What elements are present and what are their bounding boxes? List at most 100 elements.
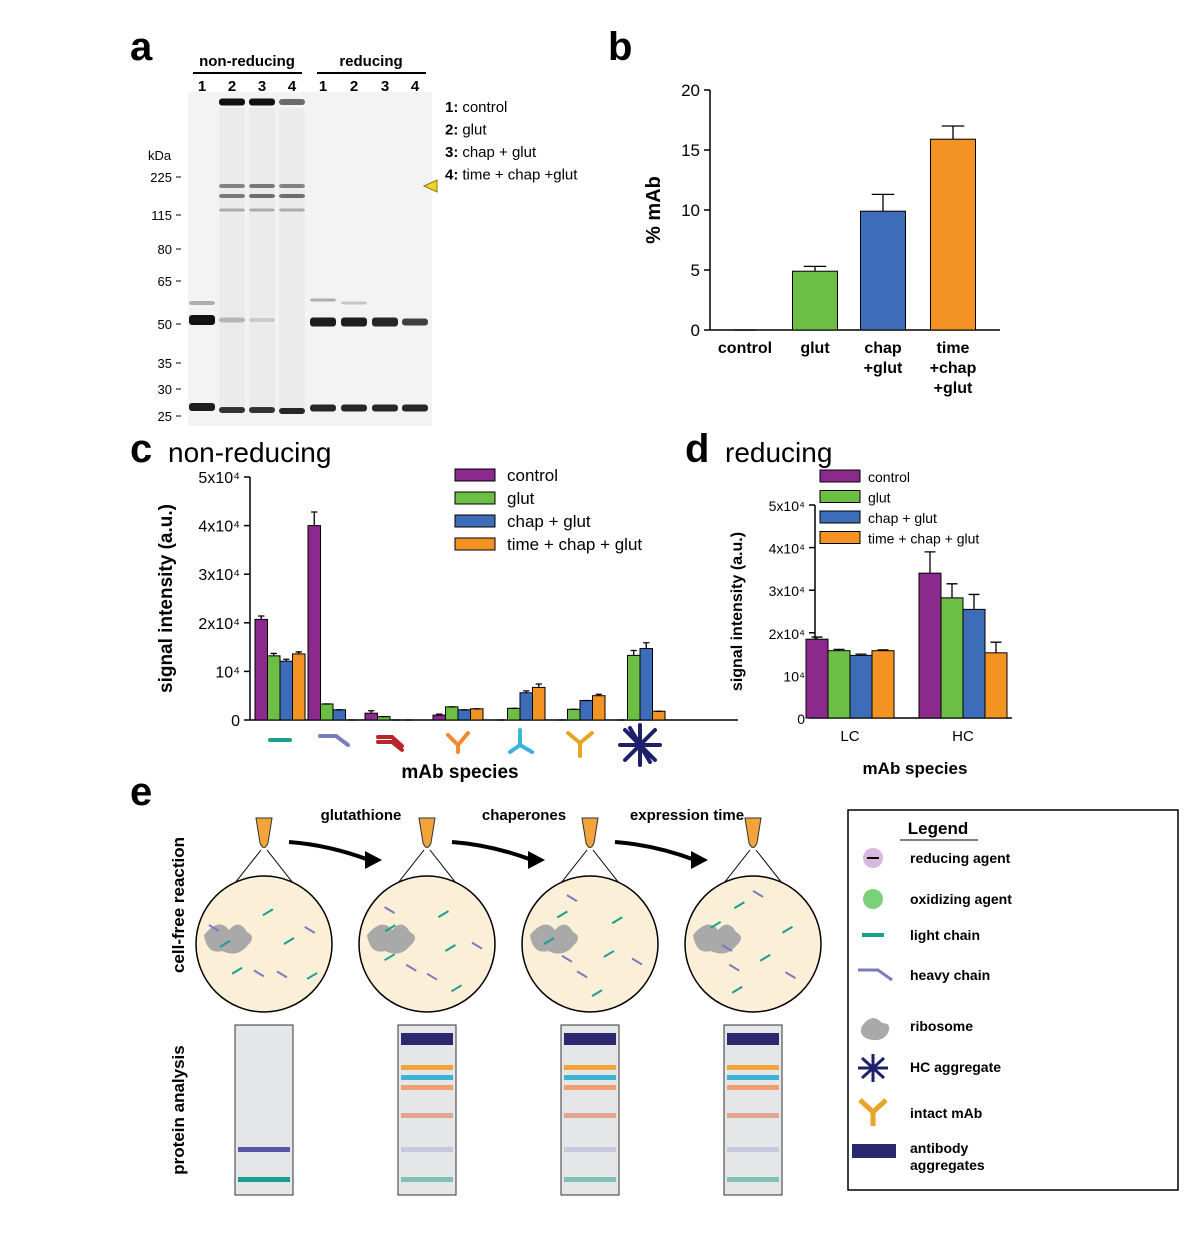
chain <box>784 971 796 979</box>
lane-legend-label: time + chap +glut <box>462 167 578 184</box>
lane-legend-key: 1: <box>445 99 458 116</box>
gel-band <box>249 208 275 212</box>
error-bar-line <box>368 710 375 714</box>
legend-swatch <box>819 490 861 503</box>
error-bar <box>803 265 827 272</box>
chain <box>283 937 295 945</box>
y-tick-label: 5 <box>691 261 700 280</box>
bar <box>445 706 459 721</box>
lane-number: 2 <box>350 78 358 95</box>
marker-label: 115 <box>151 208 172 223</box>
gel-smear <box>219 108 245 408</box>
gel-band <box>189 301 215 305</box>
error-bar <box>855 653 867 656</box>
lane-number: 3 <box>381 78 389 95</box>
lane-number: 4 <box>288 78 297 95</box>
y-tick-label: 0 <box>231 713 240 730</box>
y-tick-label: 5x10⁴ <box>769 498 805 514</box>
chain <box>631 957 643 966</box>
arrow-head <box>691 851 708 869</box>
legend-item: heavy chain <box>910 967 990 983</box>
chain <box>543 937 555 945</box>
gel-band <box>279 194 305 198</box>
marker-label: 65 <box>158 274 172 289</box>
analysis-band <box>401 1065 453 1070</box>
chain <box>253 969 265 978</box>
marker-label: 35 <box>158 356 172 371</box>
chain <box>752 890 764 898</box>
panel-label: a <box>130 25 153 69</box>
gel-band <box>310 404 336 412</box>
gel-band <box>219 98 245 106</box>
ribosome <box>367 924 415 954</box>
analysis-band <box>564 1065 616 1070</box>
error-bar-line <box>833 648 845 651</box>
lane-legend: 2: glut <box>445 122 487 139</box>
bar <box>507 707 521 721</box>
analysis-gel <box>397 1024 457 1196</box>
chain <box>304 926 316 934</box>
error-bar <box>295 651 302 654</box>
gel-band <box>219 407 245 413</box>
legend-swatch <box>819 531 861 544</box>
chain <box>576 970 588 979</box>
analysis-band <box>238 1147 290 1152</box>
lane-legend-key: 3: <box>445 144 458 161</box>
bar <box>279 660 293 721</box>
arrow <box>451 840 533 862</box>
gel-band <box>249 194 275 198</box>
error-bar-line <box>811 636 823 640</box>
tube <box>744 817 762 848</box>
gel-band <box>310 298 336 302</box>
analysis-band <box>238 1177 290 1182</box>
error-bar-line <box>630 649 637 656</box>
bar <box>805 638 829 719</box>
row-label: cell-free reaction <box>169 837 188 973</box>
y-tick-label: 10⁴ <box>215 664 240 681</box>
chain <box>405 963 417 972</box>
gel-band <box>189 315 215 325</box>
legend-swatch <box>454 537 496 551</box>
y-tick-label: 10⁴ <box>783 668 805 684</box>
bar <box>652 710 666 721</box>
error-bar-line <box>535 683 542 688</box>
species-icon <box>508 728 534 754</box>
chain <box>556 910 568 919</box>
chain <box>444 944 456 952</box>
error-bar-line <box>968 593 980 610</box>
bar <box>860 210 906 331</box>
x-tick-label: glut <box>800 340 830 357</box>
panel-label: b <box>608 25 632 69</box>
error-bar-line <box>924 551 936 574</box>
reaction-circle <box>358 875 496 1013</box>
chart-title: non-reducing <box>168 437 331 468</box>
legend-label: glut <box>868 490 891 506</box>
chain <box>733 901 745 909</box>
legend-item: reducing agent <box>910 850 1011 866</box>
error-bar <box>436 713 443 716</box>
lane-number: 1 <box>319 78 327 95</box>
analysis-band <box>401 1177 453 1182</box>
reaction-circle <box>684 875 822 1013</box>
lane-legend-key: 4: <box>445 167 458 184</box>
gel-band <box>372 317 398 327</box>
gel-header: non-reducing <box>199 53 295 70</box>
gel-band <box>279 99 305 105</box>
error-bar <box>877 649 889 651</box>
tube <box>581 817 599 848</box>
error-bar <box>258 615 265 620</box>
arrow-label: expression time <box>630 807 744 824</box>
chain <box>262 908 274 917</box>
legend-label: time + chap + glut <box>507 535 642 554</box>
error-bar <box>535 683 542 688</box>
legend-label: glut <box>507 489 535 508</box>
error-bar-line <box>258 615 265 620</box>
gel-band <box>341 317 367 327</box>
analysis-band <box>564 1033 616 1045</box>
bar <box>292 653 306 721</box>
chain <box>384 906 396 914</box>
chain <box>276 970 288 979</box>
y-tick-label: 3x10⁴ <box>198 567 240 584</box>
analysis-band <box>727 1085 779 1090</box>
analysis-band <box>401 1085 453 1090</box>
